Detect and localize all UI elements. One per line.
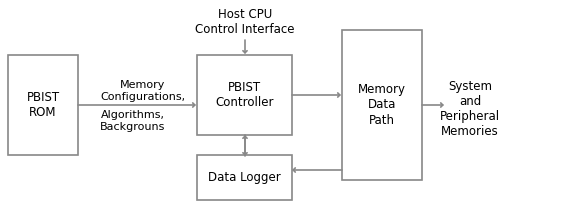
Text: PBIST
ROM: PBIST ROM <box>26 91 59 119</box>
Text: Memory
Configurations,: Memory Configurations, <box>100 80 185 102</box>
Bar <box>342 30 422 180</box>
Bar <box>197 55 292 135</box>
Text: Data Logger: Data Logger <box>208 171 281 184</box>
Text: Host CPU
Control Interface: Host CPU Control Interface <box>195 8 295 36</box>
Text: PBIST
Controller: PBIST Controller <box>215 81 274 109</box>
Bar <box>197 155 292 200</box>
Text: Memory
Data
Path: Memory Data Path <box>358 84 406 127</box>
Text: System
and
Peripheral
Memories: System and Peripheral Memories <box>440 80 500 138</box>
Bar <box>8 55 78 155</box>
Text: Algorithms,
Backgrouns: Algorithms, Backgrouns <box>100 110 166 132</box>
